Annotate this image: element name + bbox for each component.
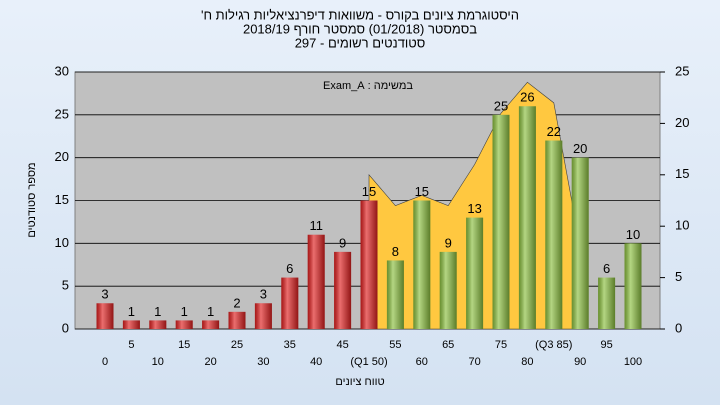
x-tick-label: (Q3 85) [535, 339, 572, 351]
bar-shade [598, 277, 616, 329]
y-tick-label: 10 [55, 235, 69, 250]
x-tick-label: 55 [389, 339, 401, 351]
bar-shade [307, 234, 325, 329]
bar-shade [281, 277, 299, 329]
bar-shade [624, 243, 642, 329]
bar-shade [334, 251, 352, 329]
x-tick-label: 35 [284, 339, 296, 351]
data-label: 25 [494, 98, 508, 113]
y2-tick-label: 15 [675, 166, 689, 181]
x-tick-label: 65 [442, 339, 454, 351]
y-tick-label: 30 [55, 63, 69, 78]
y2-tick-label: 10 [675, 218, 689, 233]
data-label: 6 [603, 261, 610, 276]
y-tick-label: 5 [62, 278, 69, 293]
x-tick-label: 5 [128, 339, 134, 351]
bar-shade [386, 260, 404, 329]
data-label: 2 [233, 295, 240, 310]
chart-subtitle: בסמסטר (01/2018) סמסטר חורף 2018/19 [243, 21, 477, 36]
data-label: 22 [547, 124, 561, 139]
bar-shade [202, 320, 220, 329]
x-tick-label: 95 [600, 339, 612, 351]
data-label: 8 [392, 244, 399, 259]
y-axis-label: מספר סטודנטים [26, 162, 38, 237]
x-tick-label: 10 [152, 356, 164, 368]
data-label: 26 [520, 90, 534, 105]
y2-tick-label: 0 [675, 320, 682, 335]
x-tick-label: 0 [102, 356, 108, 368]
x-axis-label: טווח ציונים [335, 376, 384, 388]
x-tick-label: 30 [257, 356, 269, 368]
chart-subtitle: סטודנטים רשומים - 297 [295, 35, 426, 50]
data-label: 1 [181, 304, 188, 319]
bar-shade [254, 303, 272, 329]
data-label: 1 [207, 304, 214, 319]
data-label: 13 [467, 201, 481, 216]
data-label: 10 [626, 227, 640, 242]
y-tick-label: 20 [55, 149, 69, 164]
bar-shade [413, 200, 431, 329]
x-tick-label: 25 [231, 339, 243, 351]
x-tick-label: 60 [416, 356, 428, 368]
bar-shade [466, 217, 484, 329]
bar-shade [96, 303, 114, 329]
bar-shade [175, 320, 193, 329]
bar-shade [545, 140, 563, 329]
bar-shade [492, 114, 510, 329]
x-tick-label: 100 [624, 356, 642, 368]
bar-shade [122, 320, 140, 329]
data-label: 15 [362, 184, 376, 199]
x-tick-label: (Q1 50) [350, 356, 387, 368]
x-tick-label: 70 [468, 356, 480, 368]
y2-tick-label: 5 [675, 269, 682, 284]
data-label: 9 [445, 235, 452, 250]
data-label: 1 [128, 304, 135, 319]
data-label: 9 [339, 235, 346, 250]
data-label: 6 [286, 261, 293, 276]
x-tick-label: 75 [495, 339, 507, 351]
data-label: 3 [260, 287, 267, 302]
x-tick-label: 45 [336, 339, 348, 351]
x-tick-label: 40 [310, 356, 322, 368]
annotation: במשימה : Exam_A [323, 80, 413, 92]
bar-shade [518, 106, 536, 330]
chart-title: היסטוגרמת ציונים בקורס - משוואות דיפרנצי… [201, 7, 519, 22]
data-label: 15 [415, 184, 429, 199]
bar-shade [571, 157, 589, 329]
data-label: 1 [154, 304, 161, 319]
x-tick-label: 80 [521, 356, 533, 368]
x-tick-label: 90 [574, 356, 586, 368]
y2-tick-label: 25 [675, 63, 689, 78]
x-tick-label: 15 [178, 339, 190, 351]
data-label: 20 [573, 141, 587, 156]
data-label: 11 [309, 218, 323, 233]
y-tick-label: 0 [62, 320, 69, 335]
x-tick-label: 20 [204, 356, 216, 368]
bar-shade [439, 251, 457, 329]
y-tick-label: 25 [55, 106, 69, 121]
y2-tick-label: 20 [675, 115, 689, 130]
bar-shade [228, 311, 246, 329]
data-label: 3 [101, 287, 108, 302]
y-tick-label: 15 [55, 192, 69, 207]
bar-shade [360, 200, 378, 329]
bar-shade [149, 320, 167, 329]
